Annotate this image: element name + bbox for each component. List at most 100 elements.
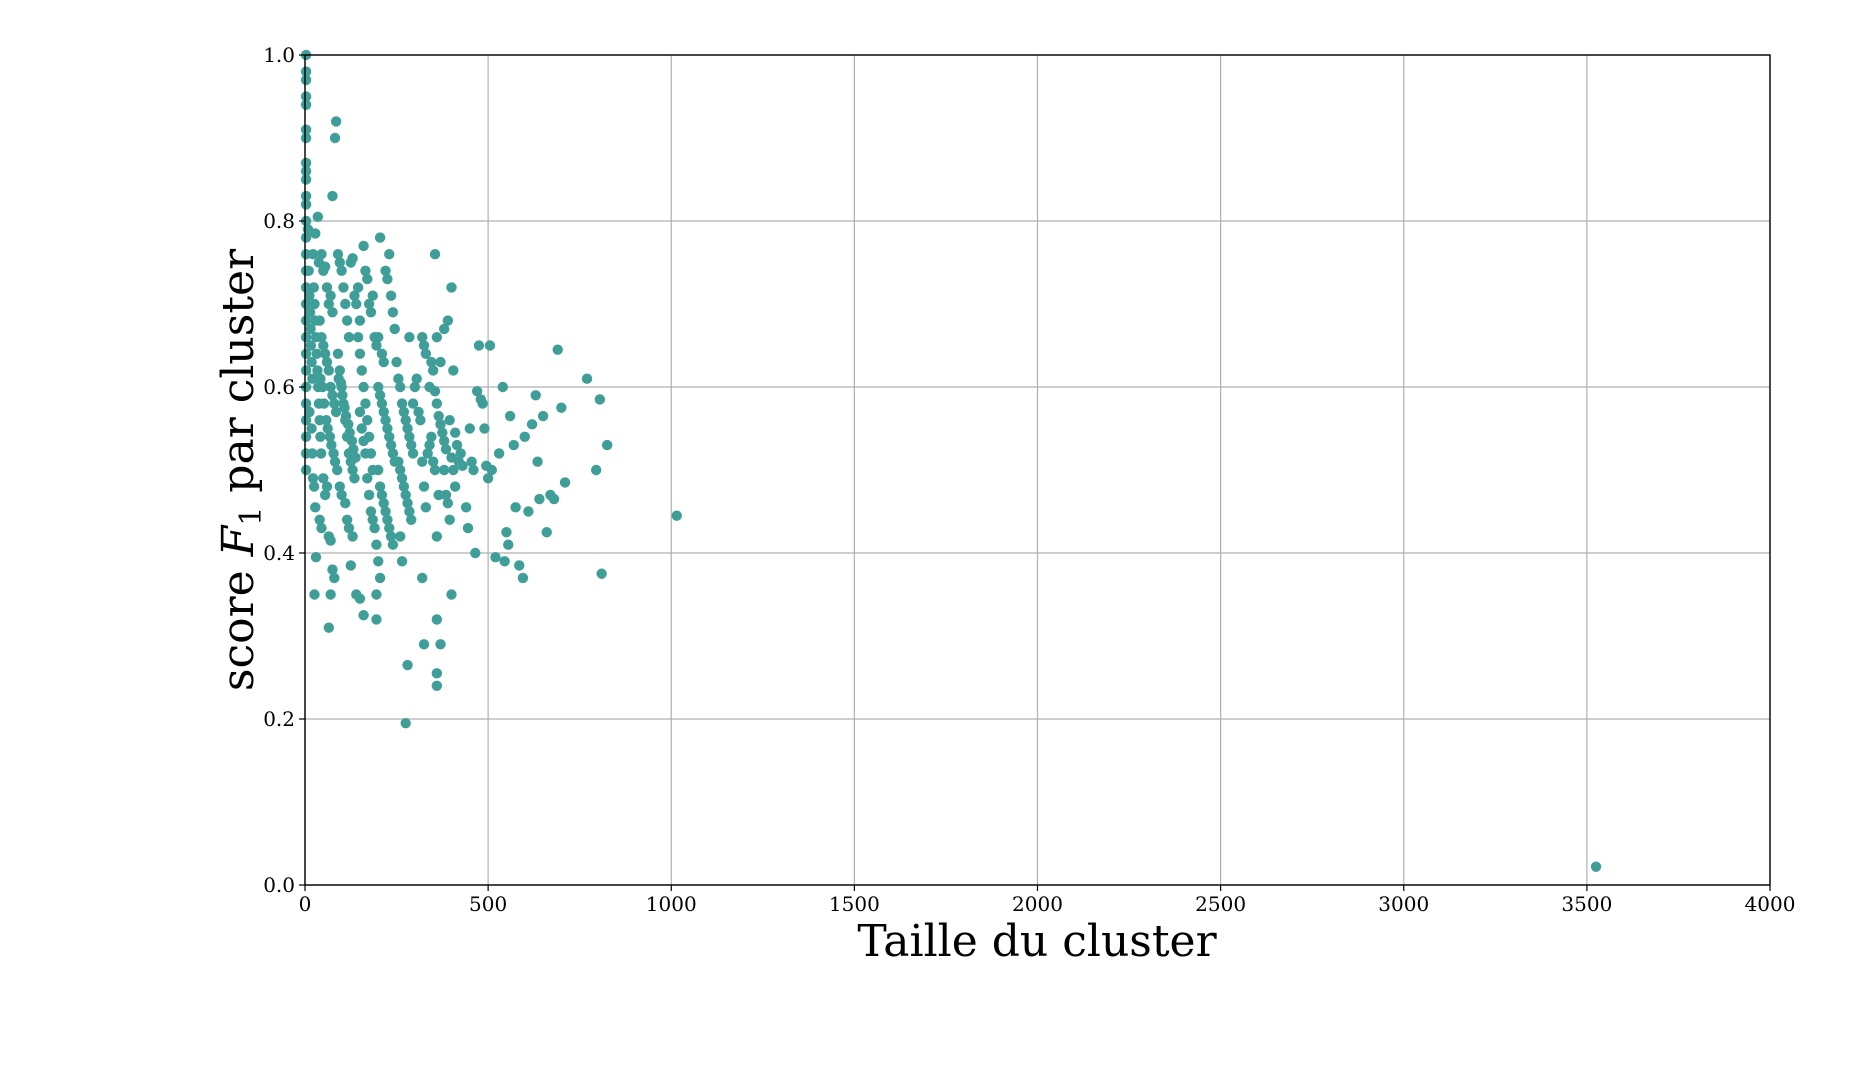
axis-ticks: 0 500 1000 1500 2000 2500 3000 3500 4000 0.0 0.2 0.… bbox=[263, 43, 1795, 916]
data-point bbox=[310, 228, 321, 239]
x-tick-label: 3000 bbox=[1378, 892, 1429, 916]
data-point bbox=[671, 510, 682, 521]
data-point bbox=[371, 589, 382, 600]
data-point bbox=[385, 531, 397, 542]
data-point bbox=[437, 427, 448, 438]
data-point bbox=[413, 406, 424, 418]
data-point bbox=[300, 190, 312, 202]
data-point bbox=[400, 489, 411, 501]
data-point bbox=[420, 502, 432, 513]
data-point bbox=[438, 435, 450, 447]
data-point bbox=[300, 91, 312, 102]
data-point bbox=[462, 522, 474, 534]
data-point bbox=[300, 199, 312, 210]
data-point bbox=[358, 435, 369, 447]
data-point bbox=[300, 282, 312, 293]
data-point bbox=[429, 249, 441, 260]
y-tick-label: 0.0 bbox=[263, 873, 295, 897]
data-point bbox=[387, 448, 399, 459]
data-point bbox=[310, 551, 322, 563]
data-point bbox=[431, 614, 443, 625]
x-tick-label: 500 bbox=[469, 892, 507, 916]
data-point bbox=[300, 215, 312, 227]
data-point bbox=[369, 522, 380, 534]
data-point bbox=[376, 348, 388, 359]
data-point bbox=[411, 373, 422, 384]
data-point bbox=[601, 439, 613, 451]
data-point bbox=[360, 448, 371, 459]
data-point bbox=[418, 481, 430, 492]
data-point bbox=[311, 348, 322, 359]
data-point bbox=[406, 514, 417, 525]
data-point bbox=[420, 348, 432, 359]
data-point bbox=[468, 464, 479, 476]
data-point bbox=[350, 452, 361, 463]
data-point bbox=[365, 307, 377, 318]
data-point bbox=[490, 551, 501, 563]
data-point bbox=[426, 431, 437, 442]
data-point bbox=[374, 232, 386, 243]
data-point bbox=[435, 356, 446, 368]
data-point bbox=[340, 410, 352, 422]
data-point bbox=[358, 381, 369, 393]
data-point bbox=[373, 556, 384, 567]
data-point bbox=[316, 332, 327, 343]
y-axis-label-suffix: par cluster bbox=[213, 248, 264, 507]
data-point bbox=[341, 315, 353, 326]
data-point bbox=[348, 444, 359, 455]
y-tick-label: 0.4 bbox=[263, 541, 295, 565]
data-point bbox=[451, 439, 463, 451]
data-point bbox=[497, 381, 508, 393]
data-point bbox=[391, 356, 402, 368]
data-point bbox=[376, 398, 388, 409]
data-point bbox=[532, 456, 543, 467]
data-point bbox=[360, 398, 371, 409]
data-point bbox=[596, 568, 607, 579]
data-point bbox=[385, 439, 397, 451]
data-point bbox=[387, 539, 399, 550]
data-point bbox=[321, 415, 332, 426]
data-point bbox=[328, 448, 339, 459]
data-point bbox=[504, 410, 516, 422]
data-point bbox=[315, 448, 327, 459]
data-point bbox=[431, 398, 443, 409]
data-point bbox=[400, 415, 411, 426]
y-axis-label-prefix: score bbox=[213, 556, 264, 691]
data-point bbox=[318, 340, 329, 351]
data-point bbox=[352, 332, 364, 343]
data-point bbox=[356, 365, 367, 376]
data-point bbox=[444, 415, 455, 426]
data-point bbox=[300, 464, 312, 476]
data-point bbox=[404, 332, 415, 343]
data-point bbox=[358, 610, 369, 621]
data-point bbox=[594, 394, 606, 405]
data-point bbox=[393, 456, 404, 467]
y-axis-label: score F1 par cluster bbox=[213, 248, 269, 691]
data-point bbox=[318, 473, 329, 484]
data-point bbox=[402, 498, 413, 509]
data-point bbox=[363, 298, 375, 310]
data-point bbox=[398, 481, 410, 492]
data-point bbox=[466, 456, 477, 467]
data-points bbox=[300, 49, 1602, 872]
data-point bbox=[581, 373, 593, 384]
data-point bbox=[304, 307, 316, 318]
data-point bbox=[341, 514, 353, 525]
data-point bbox=[312, 365, 323, 376]
data-point bbox=[346, 435, 358, 447]
data-point bbox=[347, 531, 358, 542]
data-point bbox=[305, 340, 317, 351]
data-point bbox=[417, 572, 428, 584]
data-point bbox=[319, 348, 331, 359]
data-point bbox=[482, 473, 494, 484]
data-point bbox=[1590, 861, 1602, 872]
data-point bbox=[344, 427, 355, 438]
data-point bbox=[400, 717, 411, 729]
data-point bbox=[395, 464, 406, 476]
data-point bbox=[300, 232, 312, 243]
data-point bbox=[330, 406, 342, 418]
data-point bbox=[470, 547, 481, 559]
data-point bbox=[517, 572, 529, 584]
data-point bbox=[300, 166, 312, 177]
data-point bbox=[367, 290, 378, 301]
